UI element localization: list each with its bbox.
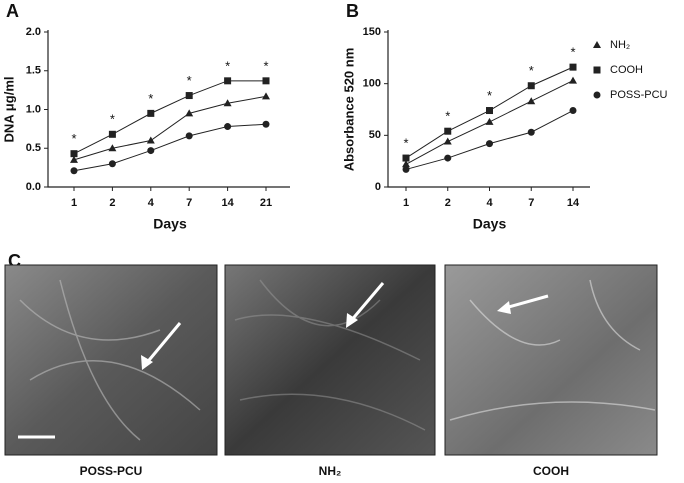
marker — [402, 154, 410, 162]
significance: * — [225, 58, 230, 73]
marker — [70, 167, 78, 175]
marker — [486, 140, 493, 148]
arrow — [504, 294, 549, 310]
x-tick-label: 21 — [260, 197, 272, 209]
marker — [569, 76, 577, 84]
y-axis-label: Absorbance 520 nm — [341, 48, 356, 172]
y-tick-label: 0.0 — [26, 181, 41, 193]
marker — [527, 97, 536, 105]
legend-label: POSS-PCU — [610, 89, 668, 101]
x-tick-label: 7 — [186, 197, 192, 209]
significance: * — [71, 131, 76, 146]
marker — [147, 147, 155, 155]
marker — [185, 92, 193, 100]
marker — [146, 136, 155, 144]
x-tick-label: 4 — [486, 197, 493, 209]
series-line — [73, 95, 267, 161]
marker — [443, 137, 452, 145]
marker — [527, 82, 535, 90]
marker — [402, 165, 410, 173]
arrow-head — [497, 301, 511, 314]
x-axis-label: Days — [473, 216, 507, 232]
significance: * — [403, 136, 408, 151]
marker — [444, 127, 452, 135]
y-tick-label: 0.5 — [26, 142, 41, 154]
texture — [449, 279, 656, 421]
x-tick-label: 4 — [148, 197, 155, 209]
marker — [569, 107, 577, 115]
sem-image — [4, 264, 218, 456]
texture — [234, 279, 426, 431]
marker — [485, 117, 494, 125]
marker — [262, 120, 270, 128]
significance: * — [187, 73, 192, 88]
marker — [527, 128, 535, 136]
texture — [19, 279, 201, 441]
marker — [223, 99, 232, 107]
y-axis-label: DNA μg/ml — [1, 77, 16, 143]
x-tick-label: 7 — [528, 197, 534, 209]
marker — [108, 144, 117, 152]
axis — [47, 30, 290, 188]
x-axis-label: Days — [153, 216, 187, 232]
arrow — [143, 322, 182, 366]
marker — [224, 123, 232, 131]
sem-image — [444, 264, 658, 456]
marker — [70, 155, 78, 163]
significance: * — [487, 88, 492, 103]
marker — [569, 63, 577, 71]
marker — [402, 160, 410, 168]
marker — [486, 107, 493, 115]
significance: * — [445, 109, 450, 124]
arrow-head — [141, 355, 153, 370]
image-label: NH₂ — [319, 464, 342, 478]
marker — [108, 160, 116, 168]
y-tick-label: 100 — [363, 78, 381, 90]
marker — [262, 92, 270, 100]
y-tick-label: 1.5 — [26, 65, 41, 77]
panel-label: A — [6, 1, 19, 21]
x-tick-label: 2 — [109, 197, 115, 209]
y-tick-label: 1.0 — [26, 103, 41, 115]
marker — [224, 77, 232, 85]
significance: * — [263, 58, 268, 73]
x-tick-label: 14 — [567, 197, 580, 209]
arrow-head — [346, 313, 358, 328]
series-line — [73, 123, 267, 172]
image-label: POSS-PCU — [80, 464, 143, 478]
arrow — [348, 282, 385, 323]
panel-label: B — [346, 1, 359, 21]
y-tick-label: 0 — [375, 181, 381, 193]
significance: * — [529, 63, 534, 78]
significance: * — [570, 45, 575, 60]
marker — [444, 154, 452, 162]
significance: * — [110, 112, 115, 127]
x-tick-label: 1 — [403, 197, 409, 209]
marker — [185, 109, 194, 117]
legend-label: NH₂ — [610, 39, 630, 51]
x-tick-label: 2 — [445, 197, 451, 209]
marker — [593, 91, 601, 99]
significance: * — [148, 91, 153, 106]
marker — [185, 132, 193, 140]
y-tick-label: 50 — [369, 129, 381, 141]
marker — [108, 130, 116, 138]
legend-label: COOH — [610, 64, 643, 76]
marker — [593, 41, 601, 48]
y-tick-label: 150 — [363, 26, 381, 38]
marker — [262, 77, 270, 85]
marker — [70, 150, 78, 158]
image-label: COOH — [533, 464, 569, 478]
marker — [593, 66, 601, 74]
x-tick-label: 1 — [71, 197, 77, 209]
y-tick-label: 2.0 — [26, 26, 41, 38]
series-line — [73, 80, 266, 155]
x-tick-label: 14 — [221, 197, 234, 209]
sem-image — [224, 264, 436, 456]
marker — [147, 109, 155, 117]
